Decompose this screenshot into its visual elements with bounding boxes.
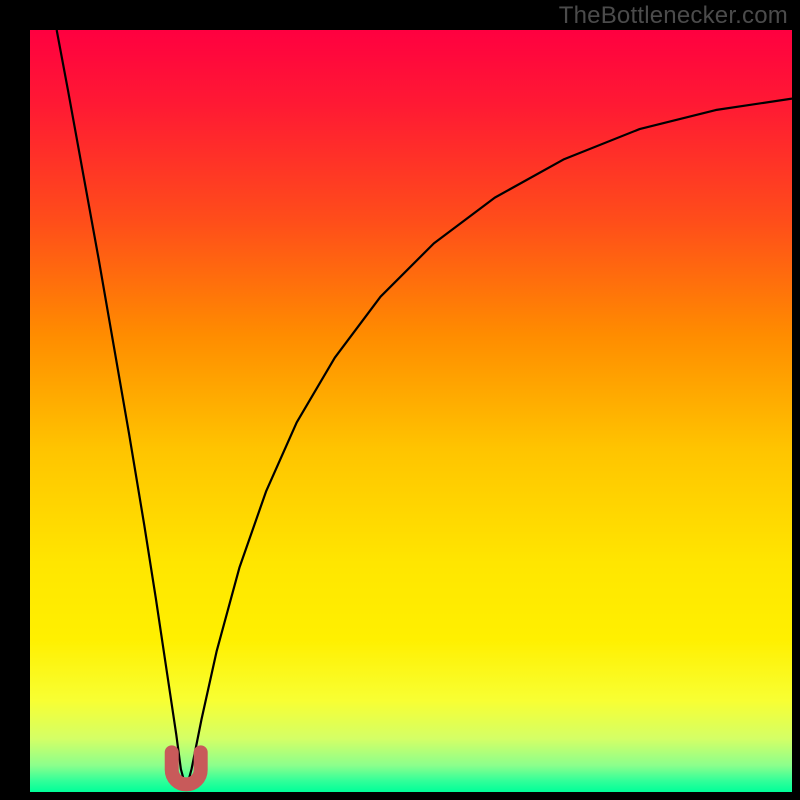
- plot-svg: [30, 30, 792, 792]
- plot-area: [30, 30, 792, 792]
- chart-frame: TheBottlenecker.com: [0, 0, 800, 800]
- gradient-background: [30, 30, 792, 792]
- watermark-text: TheBottlenecker.com: [559, 2, 788, 30]
